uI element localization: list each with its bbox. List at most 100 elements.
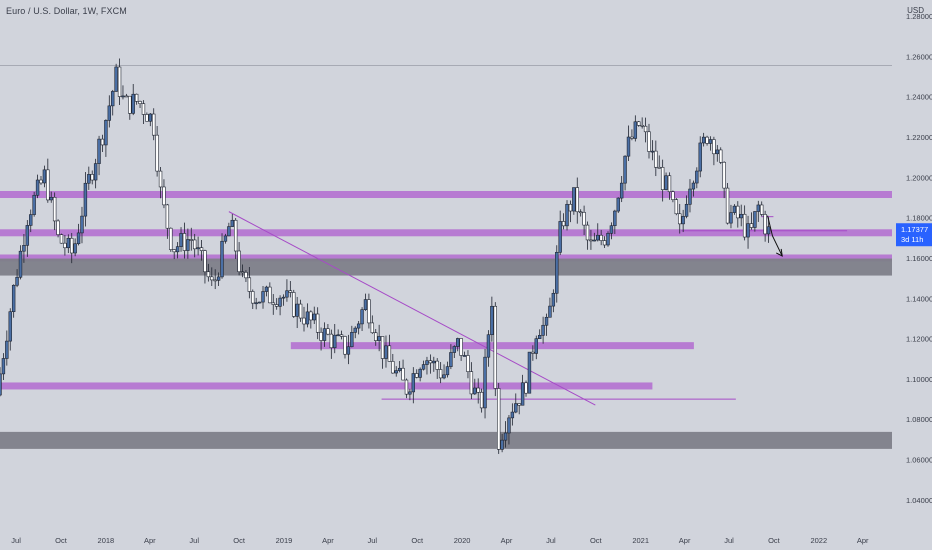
candle-72 bbox=[244, 272, 248, 279]
trendline-line-0 bbox=[228, 211, 596, 406]
candle-168 bbox=[572, 187, 576, 212]
y-tick-label: 1.16000 bbox=[906, 254, 932, 263]
candle-62 bbox=[210, 276, 214, 281]
candle-104 bbox=[353, 327, 357, 333]
x-tick-label: Apr bbox=[322, 536, 334, 545]
candle-38 bbox=[128, 95, 132, 114]
candle-42 bbox=[141, 103, 146, 115]
candle-82 bbox=[278, 297, 282, 307]
candle-75 bbox=[254, 302, 258, 305]
candle-33 bbox=[111, 91, 115, 107]
candle-144 bbox=[490, 305, 494, 336]
candle-36 bbox=[121, 95, 125, 98]
candle-115 bbox=[391, 361, 395, 374]
candle-55 bbox=[186, 239, 190, 251]
candle-172 bbox=[585, 224, 590, 241]
candle-189 bbox=[643, 125, 648, 133]
x-tick-label: 2018 bbox=[98, 536, 115, 545]
candle-3 bbox=[8, 311, 12, 342]
candle-161 bbox=[548, 305, 552, 318]
x-tick-label: Oct bbox=[411, 536, 424, 545]
candle-18 bbox=[59, 234, 64, 244]
candle-149 bbox=[507, 417, 511, 434]
candle-106 bbox=[360, 309, 364, 325]
candle-44 bbox=[148, 113, 152, 122]
candle-173 bbox=[589, 239, 593, 242]
candle-202 bbox=[688, 188, 692, 205]
candle-183 bbox=[623, 155, 627, 184]
candle-60 bbox=[203, 250, 207, 273]
candle-52 bbox=[175, 246, 180, 253]
projection-arrowhead bbox=[775, 248, 783, 257]
candle-100 bbox=[339, 334, 344, 337]
candle-85 bbox=[288, 290, 293, 293]
x-tick-label: Apr bbox=[501, 536, 513, 545]
x-tick-label: 2021 bbox=[632, 536, 649, 545]
candle-109 bbox=[370, 322, 375, 334]
candle-7 bbox=[22, 245, 26, 252]
candle-61 bbox=[206, 271, 211, 278]
candle-29 bbox=[97, 138, 101, 164]
candle-87 bbox=[295, 303, 299, 317]
candle-13 bbox=[42, 169, 47, 184]
candle-5 bbox=[15, 276, 19, 286]
candle-167 bbox=[568, 203, 573, 212]
candle-54 bbox=[182, 233, 187, 251]
candle-9 bbox=[29, 214, 33, 226]
candle-124 bbox=[421, 364, 426, 370]
candle-184 bbox=[626, 136, 631, 157]
candle-20 bbox=[66, 237, 71, 249]
candle-94 bbox=[319, 331, 323, 341]
purple-zone-5 bbox=[0, 382, 653, 390]
candle-162 bbox=[551, 292, 556, 307]
candle-46 bbox=[155, 134, 159, 172]
y-tick-label: 1.08000 bbox=[906, 415, 932, 424]
candle-206 bbox=[701, 136, 706, 144]
candle-32 bbox=[107, 105, 112, 121]
candle-21 bbox=[70, 237, 74, 254]
candle-23 bbox=[76, 232, 81, 245]
candle-158 bbox=[537, 335, 542, 339]
candle-79 bbox=[268, 286, 272, 304]
candle-74 bbox=[251, 291, 255, 304]
candle-50 bbox=[169, 227, 173, 250]
candle-199 bbox=[678, 213, 682, 225]
candle-160 bbox=[544, 316, 549, 326]
candle-99 bbox=[336, 334, 340, 337]
candle-182 bbox=[619, 182, 624, 199]
candle-212 bbox=[722, 161, 726, 189]
candle-215 bbox=[732, 205, 737, 213]
candle-22 bbox=[73, 243, 77, 254]
x-tick-label: 2022 bbox=[810, 536, 827, 545]
purple-zone-4 bbox=[290, 342, 694, 350]
x-tick-label: Jul bbox=[724, 536, 734, 545]
candle-201 bbox=[684, 203, 689, 217]
candle-216 bbox=[736, 205, 740, 219]
candle-224 bbox=[763, 214, 767, 235]
purple-zone-0 bbox=[0, 190, 892, 198]
candle-40 bbox=[134, 93, 139, 102]
candle-193 bbox=[657, 166, 661, 169]
candle-152 bbox=[517, 403, 521, 406]
candle-130 bbox=[442, 374, 446, 379]
candle-214 bbox=[729, 212, 733, 224]
candle-71 bbox=[240, 271, 245, 274]
y-tick-label: 1.28000 bbox=[906, 12, 932, 21]
candle-218 bbox=[742, 213, 747, 238]
x-tick-label: Apr bbox=[144, 536, 156, 545]
candle-81 bbox=[274, 304, 279, 307]
candle-178 bbox=[606, 233, 610, 246]
candle-43 bbox=[145, 114, 149, 122]
candle-191 bbox=[650, 150, 655, 153]
y-tick-label: 1.14000 bbox=[906, 294, 932, 303]
candle-150 bbox=[510, 411, 515, 419]
x-tick-label: Oct bbox=[768, 536, 781, 545]
candle-25 bbox=[83, 182, 88, 217]
candle-64 bbox=[216, 276, 221, 281]
candle-76 bbox=[257, 301, 262, 304]
candle-97 bbox=[329, 333, 334, 349]
candle-63 bbox=[213, 279, 217, 282]
candle-26 bbox=[87, 174, 91, 184]
